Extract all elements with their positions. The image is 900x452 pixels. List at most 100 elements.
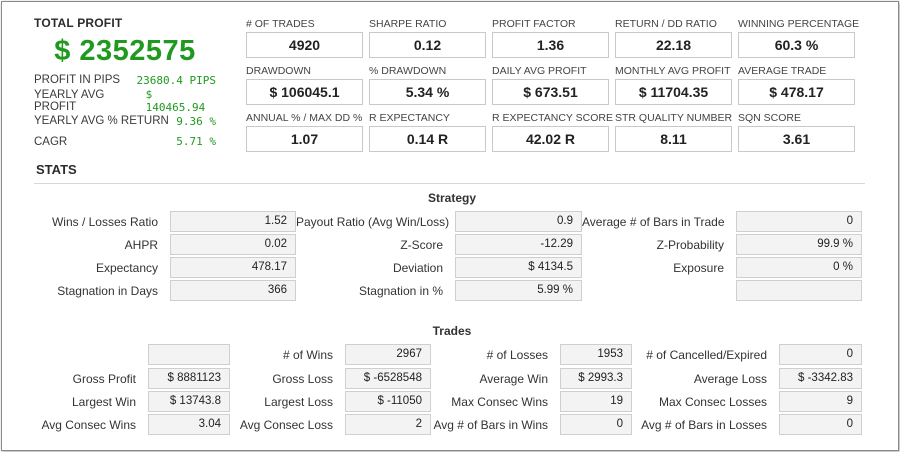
metric-value: 42.02 R <box>492 126 609 152</box>
stat-label: Gross Profit <box>72 371 136 386</box>
metric-value: 0.12 <box>369 32 486 58</box>
stat-label: # of Wins <box>282 347 333 362</box>
summary-label: PROFIT IN PIPS <box>34 74 121 87</box>
metric-label: SHARPE RATIO <box>369 18 447 30</box>
metric-value: 60.3 % <box>738 32 855 58</box>
metric-label: RETURN / DD RATIO <box>615 18 717 30</box>
stat-label: Max Consec Losses <box>658 394 767 409</box>
metric-card: R EXPECTANCY 0.14 R <box>369 112 486 159</box>
metric-card: WINNING PERCENTAGE 60.3 % <box>738 18 859 65</box>
stat-value: 3.04 <box>148 414 230 435</box>
summary-value: $ 140465.94 <box>145 87 206 114</box>
stat-value: 0 <box>779 344 862 365</box>
stat-label: Avg Consec Loss <box>239 417 333 432</box>
metric-label: SQN SCORE <box>738 112 802 124</box>
trades-heading: Trades <box>432 324 472 338</box>
strategy-row: Wins / Losses Ratio 1.52 Payout Ratio (A… <box>34 211 862 232</box>
stat-value: -12.29 <box>455 234 582 255</box>
metric-label: MONTHLY AVG PROFIT <box>615 65 731 77</box>
trades-row: # of Wins 2967 # of Losses 1953 # of Can… <box>22 344 862 365</box>
stat-label: # of Cancelled/Expired <box>646 347 767 362</box>
trades-row: Largest Win $ 13743.8 Largest Loss $ -11… <box>22 391 862 412</box>
stat-value: 5.99 % <box>455 280 582 301</box>
metric-card: DRAWDOWN $ 106045.1 <box>246 65 363 112</box>
metric-label: DRAWDOWN <box>246 65 311 77</box>
summary-row-yearly-return: YEARLY AVG % RETURN 9.36 % <box>34 111 216 132</box>
summary-row-yearly-profit: YEARLY AVG PROFIT $ 140465.94 <box>34 87 216 114</box>
metric-label: R EXPECTANCY SCORE <box>492 112 613 124</box>
stat-label: Stagnation in % <box>358 283 443 298</box>
metric-label: DAILY AVG PROFIT <box>492 65 587 77</box>
stat-value <box>736 280 862 301</box>
summary-row-cagr: CAGR 5.71 % <box>34 132 216 153</box>
stat-value: $ 4134.5 <box>455 257 582 278</box>
metric-card: MONTHLY AVG PROFIT $ 11704.35 <box>615 65 732 112</box>
metric-card: R EXPECTANCY SCORE 42.02 R <box>492 112 613 159</box>
metric-label: # OF TRADES <box>246 18 315 30</box>
metric-value: 8.11 <box>615 126 732 152</box>
stat-label: Max Consec Wins <box>451 394 548 409</box>
summary-value: 9.36 % <box>176 114 216 128</box>
stat-label: Average # of Bars in Trade <box>582 214 725 229</box>
stat-label: Largest Loss <box>264 394 333 409</box>
stat-label: Expectancy <box>95 260 158 275</box>
stat-value: 9 <box>779 391 862 412</box>
stat-value: 0.9 <box>455 211 582 232</box>
stat-label: Largest Win <box>71 394 136 409</box>
strategy-row: Expectancy 478.17 Deviation $ 4134.5 Exp… <box>34 257 862 278</box>
summary-label: CAGR <box>34 135 68 148</box>
stat-value: $ -3342.83 <box>779 368 862 389</box>
stat-label: Payout Ratio (Avg Win/Loss) <box>296 214 450 229</box>
stat-value: 0 <box>560 414 632 435</box>
metric-card: # OF TRADES 4920 <box>246 18 363 65</box>
summary-value: 5.71 % <box>176 135 216 149</box>
profit-summary: TOTAL PROFIT $ 2352575 PROFIT IN PIPS 23… <box>34 16 216 152</box>
strategy-heading: Strategy <box>427 191 477 205</box>
metric-card: RETURN / DD RATIO 22.18 <box>615 18 732 65</box>
stat-label: Deviation <box>392 260 443 275</box>
stat-label: Z-Score <box>400 237 443 252</box>
stat-label: # of Losses <box>486 347 548 362</box>
metric-value: 3.61 <box>738 126 855 152</box>
strategy-row: Stagnation in Days 366 Stagnation in % 5… <box>34 280 862 301</box>
summary-label: YEARLY AVG % RETURN <box>34 115 169 128</box>
metric-card: STR QUALITY NUMBER 8.11 <box>615 112 732 159</box>
stat-label: Gross Loss <box>272 371 333 386</box>
stat-label: Avg Consec Wins <box>41 417 136 432</box>
stat-label: Wins / Losses Ratio <box>51 214 158 229</box>
stat-label: Avg # of Bars in Losses <box>641 417 767 432</box>
metric-card: SHARPE RATIO 0.12 <box>369 18 486 65</box>
stat-value: 2 <box>345 414 431 435</box>
metric-card: SQN SCORE 3.61 <box>738 112 855 159</box>
metric-card: AVERAGE TRADE $ 478.17 <box>738 65 855 112</box>
stat-value: $ 2993.3 <box>560 368 632 389</box>
stat-label: AHPR <box>124 237 158 252</box>
metric-value: 4920 <box>246 32 363 58</box>
stats-heading: STATS <box>36 162 77 177</box>
metric-value: $ 478.17 <box>738 79 855 105</box>
strategy-row: AHPR 0.02 Z-Score -12.29 Z-Probability 9… <box>34 234 862 255</box>
stat-label: Z-Probability <box>656 237 724 252</box>
stat-label: Exposure <box>673 260 724 275</box>
stat-label: Stagnation in Days <box>57 283 158 298</box>
trades-row: Avg Consec Wins 3.04 Avg Consec Loss 2 A… <box>22 414 862 435</box>
metric-card: ANNUAL % / MAX DD % 1.07 <box>246 112 363 159</box>
total-profit-value: $ 2352575 <box>54 35 196 67</box>
stat-value: $ 8881123 <box>148 368 230 389</box>
metric-value: $ 106045.1 <box>246 79 363 105</box>
stat-value: $ 13743.8 <box>148 391 230 412</box>
stat-value: 478.17 <box>170 257 296 278</box>
stat-value: $ -11050 <box>345 391 431 412</box>
stat-value <box>148 344 230 365</box>
metric-label: AVERAGE TRADE <box>738 65 827 77</box>
metric-card: DAILY AVG PROFIT $ 673.51 <box>492 65 609 112</box>
stat-value: 366 <box>170 280 296 301</box>
metric-value: 22.18 <box>615 32 732 58</box>
summary-value: 23680.4 PIPS <box>136 73 216 87</box>
stat-value: 0.02 <box>170 234 296 255</box>
metric-card: PROFIT FACTOR 1.36 <box>492 18 609 65</box>
metric-label: R EXPECTANCY <box>369 112 450 124</box>
summary-row-pips: PROFIT IN PIPS 23680.4 PIPS <box>34 70 216 91</box>
stat-value: 1953 <box>560 344 632 365</box>
